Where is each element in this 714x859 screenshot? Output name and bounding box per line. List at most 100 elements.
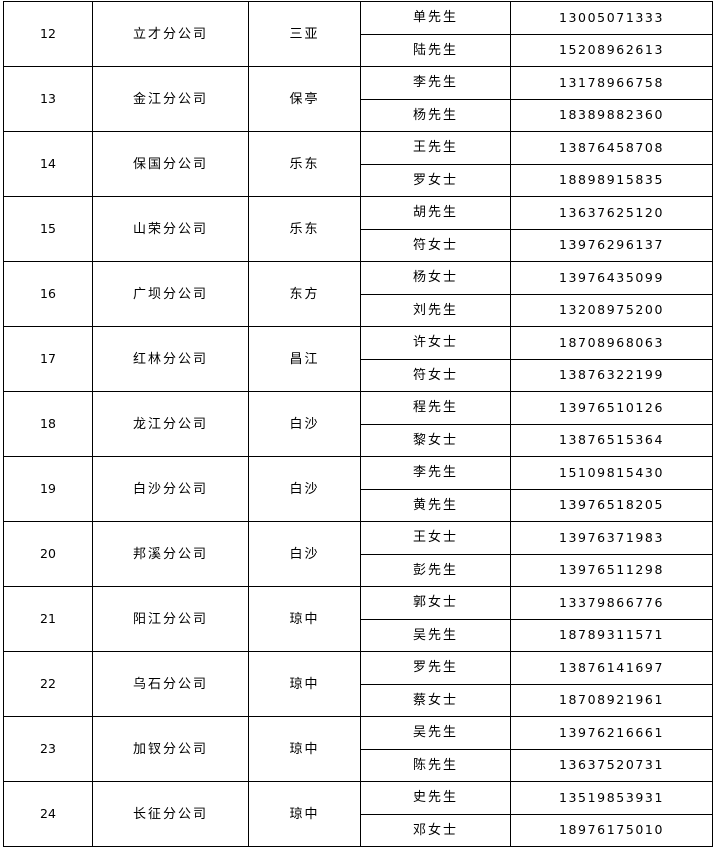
contact-phone: 13976435099 <box>510 261 713 295</box>
table-row: 陆先生 15208962613 <box>4 33 713 67</box>
company-name: 广坝分公司 <box>92 261 249 327</box>
table-row: 22 乌石分公司 琼中 罗先生 13876141697 <box>3 651 713 717</box>
table-row: 黄先生 13976518205 <box>4 488 713 522</box>
contact-name: 黎女士 <box>360 423 511 457</box>
row-number: 23 <box>3 716 93 782</box>
contact-name: 杨女士 <box>360 261 511 295</box>
contact-name: 罗先生 <box>360 651 511 685</box>
contact-phone: 13976296137 <box>510 228 713 262</box>
contact-phone: 13876141697 <box>510 651 713 685</box>
region-name: 琼中 <box>248 781 361 847</box>
contact-name: 王先生 <box>360 131 511 165</box>
contact-name: 陆先生 <box>360 33 511 67</box>
contact-name: 彭先生 <box>360 553 511 587</box>
table-row: 18 龙江分公司 白沙 程先生 13976510126 <box>3 391 713 457</box>
company-name: 加钗分公司 <box>92 716 249 782</box>
contact-name: 蔡女士 <box>360 683 511 717</box>
contact-name: 许女士 <box>360 326 511 360</box>
table-row: 23 加钗分公司 琼中 吴先生 13976216661 <box>3 716 713 782</box>
company-name: 立才分公司 <box>92 1 249 67</box>
contact-name: 吴先生 <box>360 716 511 750</box>
contact-name: 符女士 <box>360 358 511 392</box>
company-name: 乌石分公司 <box>92 651 249 717</box>
table-row: 黎女士 13876515364 <box>4 423 713 457</box>
contact-name: 罗女士 <box>360 163 511 197</box>
contact-phone: 18789311571 <box>510 618 713 652</box>
contact-name: 符女士 <box>360 228 511 262</box>
contact-name: 刘先生 <box>360 293 511 327</box>
region-name: 昌江 <box>248 326 361 392</box>
table-row: 16 广坝分公司 东方 杨女士 13976435099 <box>3 261 713 327</box>
row-number: 22 <box>3 651 93 717</box>
table-row: 符女士 13876322199 <box>4 358 713 392</box>
contact-phone: 15109815430 <box>510 456 713 490</box>
company-name: 金江分公司 <box>92 66 249 132</box>
contact-name: 程先生 <box>360 391 511 425</box>
row-number: 17 <box>3 326 93 392</box>
contact-phone: 15208962613 <box>510 33 713 67</box>
contact-phone: 13379866776 <box>510 586 713 620</box>
contact-phone: 13976371983 <box>510 521 713 555</box>
table-row: 24 长征分公司 琼中 史先生 13519853931 <box>3 781 713 847</box>
table-row: 21 阳江分公司 琼中 郭女士 13379866776 <box>3 586 713 652</box>
company-name: 阳江分公司 <box>92 586 249 652</box>
row-number: 15 <box>3 196 93 262</box>
company-name: 山荣分公司 <box>92 196 249 262</box>
region-name: 琼中 <box>248 586 361 652</box>
company-name: 龙江分公司 <box>92 391 249 457</box>
contact-phone: 13876322199 <box>510 358 713 392</box>
company-name: 邦溪分公司 <box>92 521 249 587</box>
contact-name: 郭女士 <box>360 586 511 620</box>
row-number: 21 <box>3 586 93 652</box>
row-number: 20 <box>3 521 93 587</box>
row-number: 16 <box>3 261 93 327</box>
contact-phone: 13637625120 <box>510 196 713 230</box>
contact-phone: 18898915835 <box>510 163 713 197</box>
table-row: 刘先生 13208975200 <box>4 293 713 327</box>
company-name: 红林分公司 <box>92 326 249 392</box>
table-row: 符女士 13976296137 <box>4 228 713 262</box>
contact-phone: 13876458708 <box>510 131 713 165</box>
row-number: 19 <box>3 456 93 522</box>
contact-phone: 13976216661 <box>510 716 713 750</box>
contact-phone: 13178966758 <box>510 66 713 100</box>
table-row: 19 白沙分公司 白沙 李先生 15109815430 <box>3 456 713 522</box>
contact-name: 史先生 <box>360 781 511 815</box>
region-name: 白沙 <box>248 391 361 457</box>
region-name: 乐东 <box>248 196 361 262</box>
region-name: 乐东 <box>248 131 361 197</box>
company-name: 保国分公司 <box>92 131 249 197</box>
row-number: 24 <box>3 781 93 847</box>
contact-name: 吴先生 <box>360 618 511 652</box>
region-name: 琼中 <box>248 716 361 782</box>
table-row: 15 山荣分公司 乐东 胡先生 13637625120 <box>3 196 713 262</box>
contact-name: 李先生 <box>360 456 511 490</box>
contact-name: 单先生 <box>360 1 511 35</box>
contact-phone: 13637520731 <box>510 748 713 782</box>
table-row: 罗女士 18898915835 <box>4 163 713 197</box>
table-row: 彭先生 13976511298 <box>4 553 713 587</box>
contact-name: 王女士 <box>360 521 511 555</box>
contact-phone: 13976511298 <box>510 553 713 587</box>
company-name: 长征分公司 <box>92 781 249 847</box>
region-name: 保亭 <box>248 66 361 132</box>
table-row: 吴先生 18789311571 <box>4 618 713 652</box>
contact-name: 陈先生 <box>360 748 511 782</box>
contact-name: 杨先生 <box>360 98 511 132</box>
table-row: 陈先生 13637520731 <box>4 748 713 782</box>
contact-phone: 18389882360 <box>510 98 713 132</box>
contact-phone: 13876515364 <box>510 423 713 457</box>
contact-phone: 13208975200 <box>510 293 713 327</box>
contact-phone: 18708968063 <box>510 326 713 360</box>
region-name: 东方 <box>248 261 361 327</box>
table-row: 17 红林分公司 昌江 许女士 18708968063 <box>3 326 713 392</box>
region-name: 三亚 <box>248 1 361 67</box>
contact-phone: 13005071333 <box>510 1 713 35</box>
region-name: 白沙 <box>248 521 361 587</box>
contact-phone: 13519853931 <box>510 781 713 815</box>
contact-name: 黄先生 <box>360 488 511 522</box>
contact-phone: 18708921961 <box>510 683 713 717</box>
branch-contact-table: 12 立才分公司 三亚 单先生 13005071333 陆先生 15208962613 13 金… <box>3 1 713 847</box>
table-row: 杨先生 18389882360 <box>4 98 713 132</box>
contact-phone: 13976510126 <box>510 391 713 425</box>
